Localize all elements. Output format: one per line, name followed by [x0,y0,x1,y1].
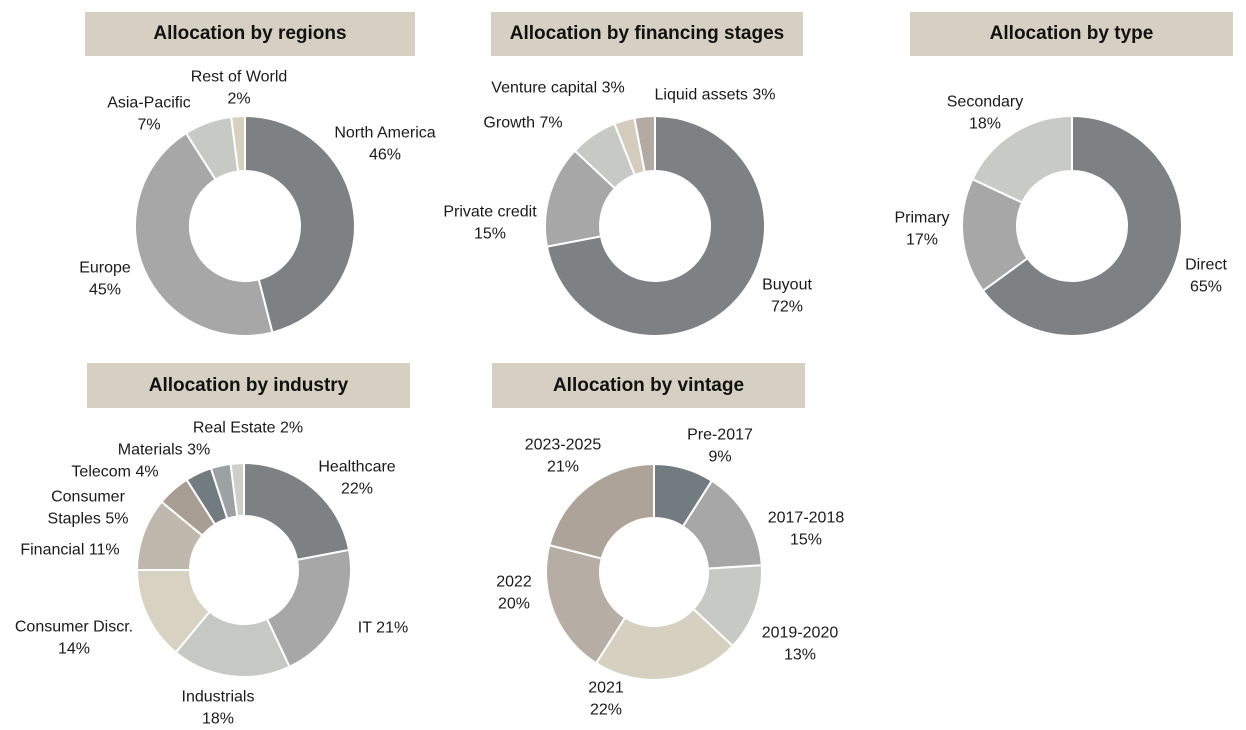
regions-label-north-america-line2: 46% [369,147,401,164]
industry-label-real-estate: Real Estate 2% [193,420,303,437]
industry-label-industrials-line1: Industrials [182,689,255,706]
industry-slice-real-estate [229,461,245,518]
vintage-label-2021-line1: 2021 [588,680,624,697]
vintage-label-pre-2017-line1: Pre-2017 [687,427,753,444]
vintage-label-pre-2017-line2: 9% [708,449,731,466]
regions-slice-europe [134,131,274,337]
industry-label-healthcare-line2: 22% [341,481,373,498]
vintage-label-2022-line2: 20% [498,596,530,613]
regions-label-asia-pacific-line1: Asia-Pacific [107,95,191,112]
industry-slice-healthcare [243,461,351,562]
vintage-label-2023-2025-line2: 21% [547,459,579,476]
vintage-slice-2023-2025 [548,462,655,560]
donut-chart-regions: North America 46% Europe 45% Asia-Pacific 7% R… [79,69,436,337]
regions-label-europe-line1: Europe [79,260,131,277]
vintage-slice-2021 [594,607,735,681]
regions-label-europe-line2: 45% [89,282,121,299]
chart-title-regions: Allocation by regions [85,12,415,56]
industry-label-it: IT 21% [358,620,408,637]
type-label-direct-line1: Direct [1185,257,1227,274]
financing-stages-label-liquid-assets: Liquid assets 3% [655,87,776,104]
industry-slice-it [265,548,352,669]
type-slice-direct [981,114,1183,337]
vintage-label-2021-line2: 22% [590,702,622,719]
regions-slice-north-america [244,114,356,334]
industry-label-consumer-discr-line1: Consumer Discr. [15,619,133,636]
donut-chart-type: Direct 65% Primary 17% Secondary 18% [894,94,1227,337]
financing-stages-label-growth: Growth 7% [483,115,562,132]
chart-title-industry: Allocation by industry [87,363,410,408]
industry-label-industrials-line2: 18% [202,711,234,728]
financing-stages-label-buyout-line2: 72% [771,299,803,316]
vintage-label-2017-2018-line1: 2017-2018 [768,510,845,527]
industry-label-telecom: Telecom 4% [71,464,158,481]
industry-label-materials: Materials 3% [118,442,210,459]
regions-label-rest-of-world-line1: Rest of World [191,69,288,86]
chart-title-type: Allocation by type [910,12,1233,56]
type-label-secondary-line2: 18% [969,116,1001,133]
industry-label-financial: Financial 11% [20,542,119,559]
chart-title-financing-stages: Allocation by financing stages [491,12,803,56]
chart-title-vintage: Allocation by vintage [492,363,805,408]
donut-chart-vintage: Pre-2017 9% 2017-2018 15% 2019-2020 13% 2021 22… [496,427,844,719]
industry-label-consumer-staples-line2: Staples 5% [48,511,129,528]
vintage-label-2023-2025-line1: 2023-2025 [525,437,602,454]
vintage-label-2022-line1: 2022 [496,574,532,591]
donut-chart-industry: Healthcare 22% IT 21% Industrials 18% Consume… [15,420,408,728]
financing-stages-label-venture-capital: Venture capital 3% [491,80,624,97]
donut-chart-financing-stages: Buyout 72% Private credit 15% Growth 7% Ventu… [443,80,812,337]
type-label-direct-line2: 65% [1190,279,1222,296]
industry-slice-industrials [174,610,291,678]
financing-stages-slice-buyout [545,114,766,337]
type-slice-secondary [971,114,1073,204]
regions-slice-rest-of-world [230,114,246,173]
industry-label-consumer-staples-line1: Consumer [51,489,125,506]
regions-label-north-america-line1: North America [334,125,435,142]
financing-stages-label-private-credit-line2: 15% [474,226,506,243]
vintage-label-2019-2020-line1: 2019-2020 [762,625,839,642]
type-label-primary-line1: Primary [894,210,949,227]
regions-label-rest-of-world-line2: 2% [227,91,250,108]
vintage-label-2017-2018-line2: 15% [790,532,822,549]
vintage-label-2019-2020-line2: 13% [784,647,816,664]
industry-label-healthcare-line1: Healthcare [318,459,395,476]
financing-stages-label-buyout-line1: Buyout [762,277,812,294]
financing-stages-label-private-credit-line1: Private credit [443,204,537,221]
regions-label-asia-pacific-line2: 7% [137,117,160,134]
industry-label-consumer-discr-line2: 14% [58,641,90,658]
type-label-primary-line2: 17% [906,232,938,249]
type-label-secondary-line1: Secondary [947,94,1024,111]
financing-stages-slice-liquid-assets [633,114,656,174]
